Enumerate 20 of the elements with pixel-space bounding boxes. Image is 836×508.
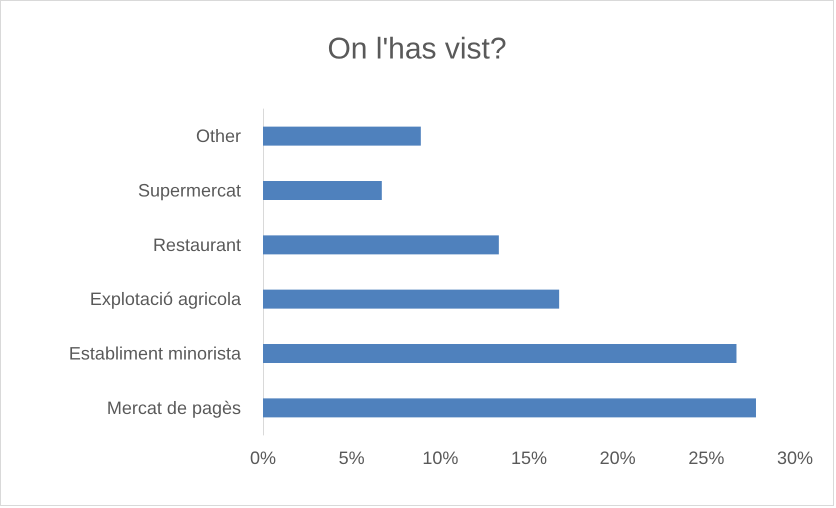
bar: [263, 290, 560, 309]
y-tick-label: Other: [196, 126, 241, 146]
bar: [263, 344, 736, 364]
x-tick-label: 25%: [688, 448, 724, 468]
x-tick-label: 15%: [510, 448, 548, 468]
bar: [263, 180, 382, 200]
bar: [263, 398, 756, 418]
y-tick-label: Mercat de pagès: [106, 398, 241, 418]
y-tick-label: Supermercat: [138, 180, 241, 200]
y-tick-label: Explotació agricola: [90, 289, 242, 310]
x-tick-label: 10%: [422, 448, 458, 468]
y-tick-label: Establiment minorista: [68, 344, 242, 364]
y-tick-label: Restaurant: [152, 234, 241, 255]
chart-title: On l'has vist?: [327, 32, 507, 66]
bar: [263, 235, 499, 254]
x-tick-label: 0%: [250, 448, 276, 468]
bar: [263, 126, 421, 146]
x-tick-label: 30%: [776, 448, 814, 468]
x-tick-label: 20%: [600, 448, 636, 468]
x-tick-label: 5%: [338, 448, 365, 468]
